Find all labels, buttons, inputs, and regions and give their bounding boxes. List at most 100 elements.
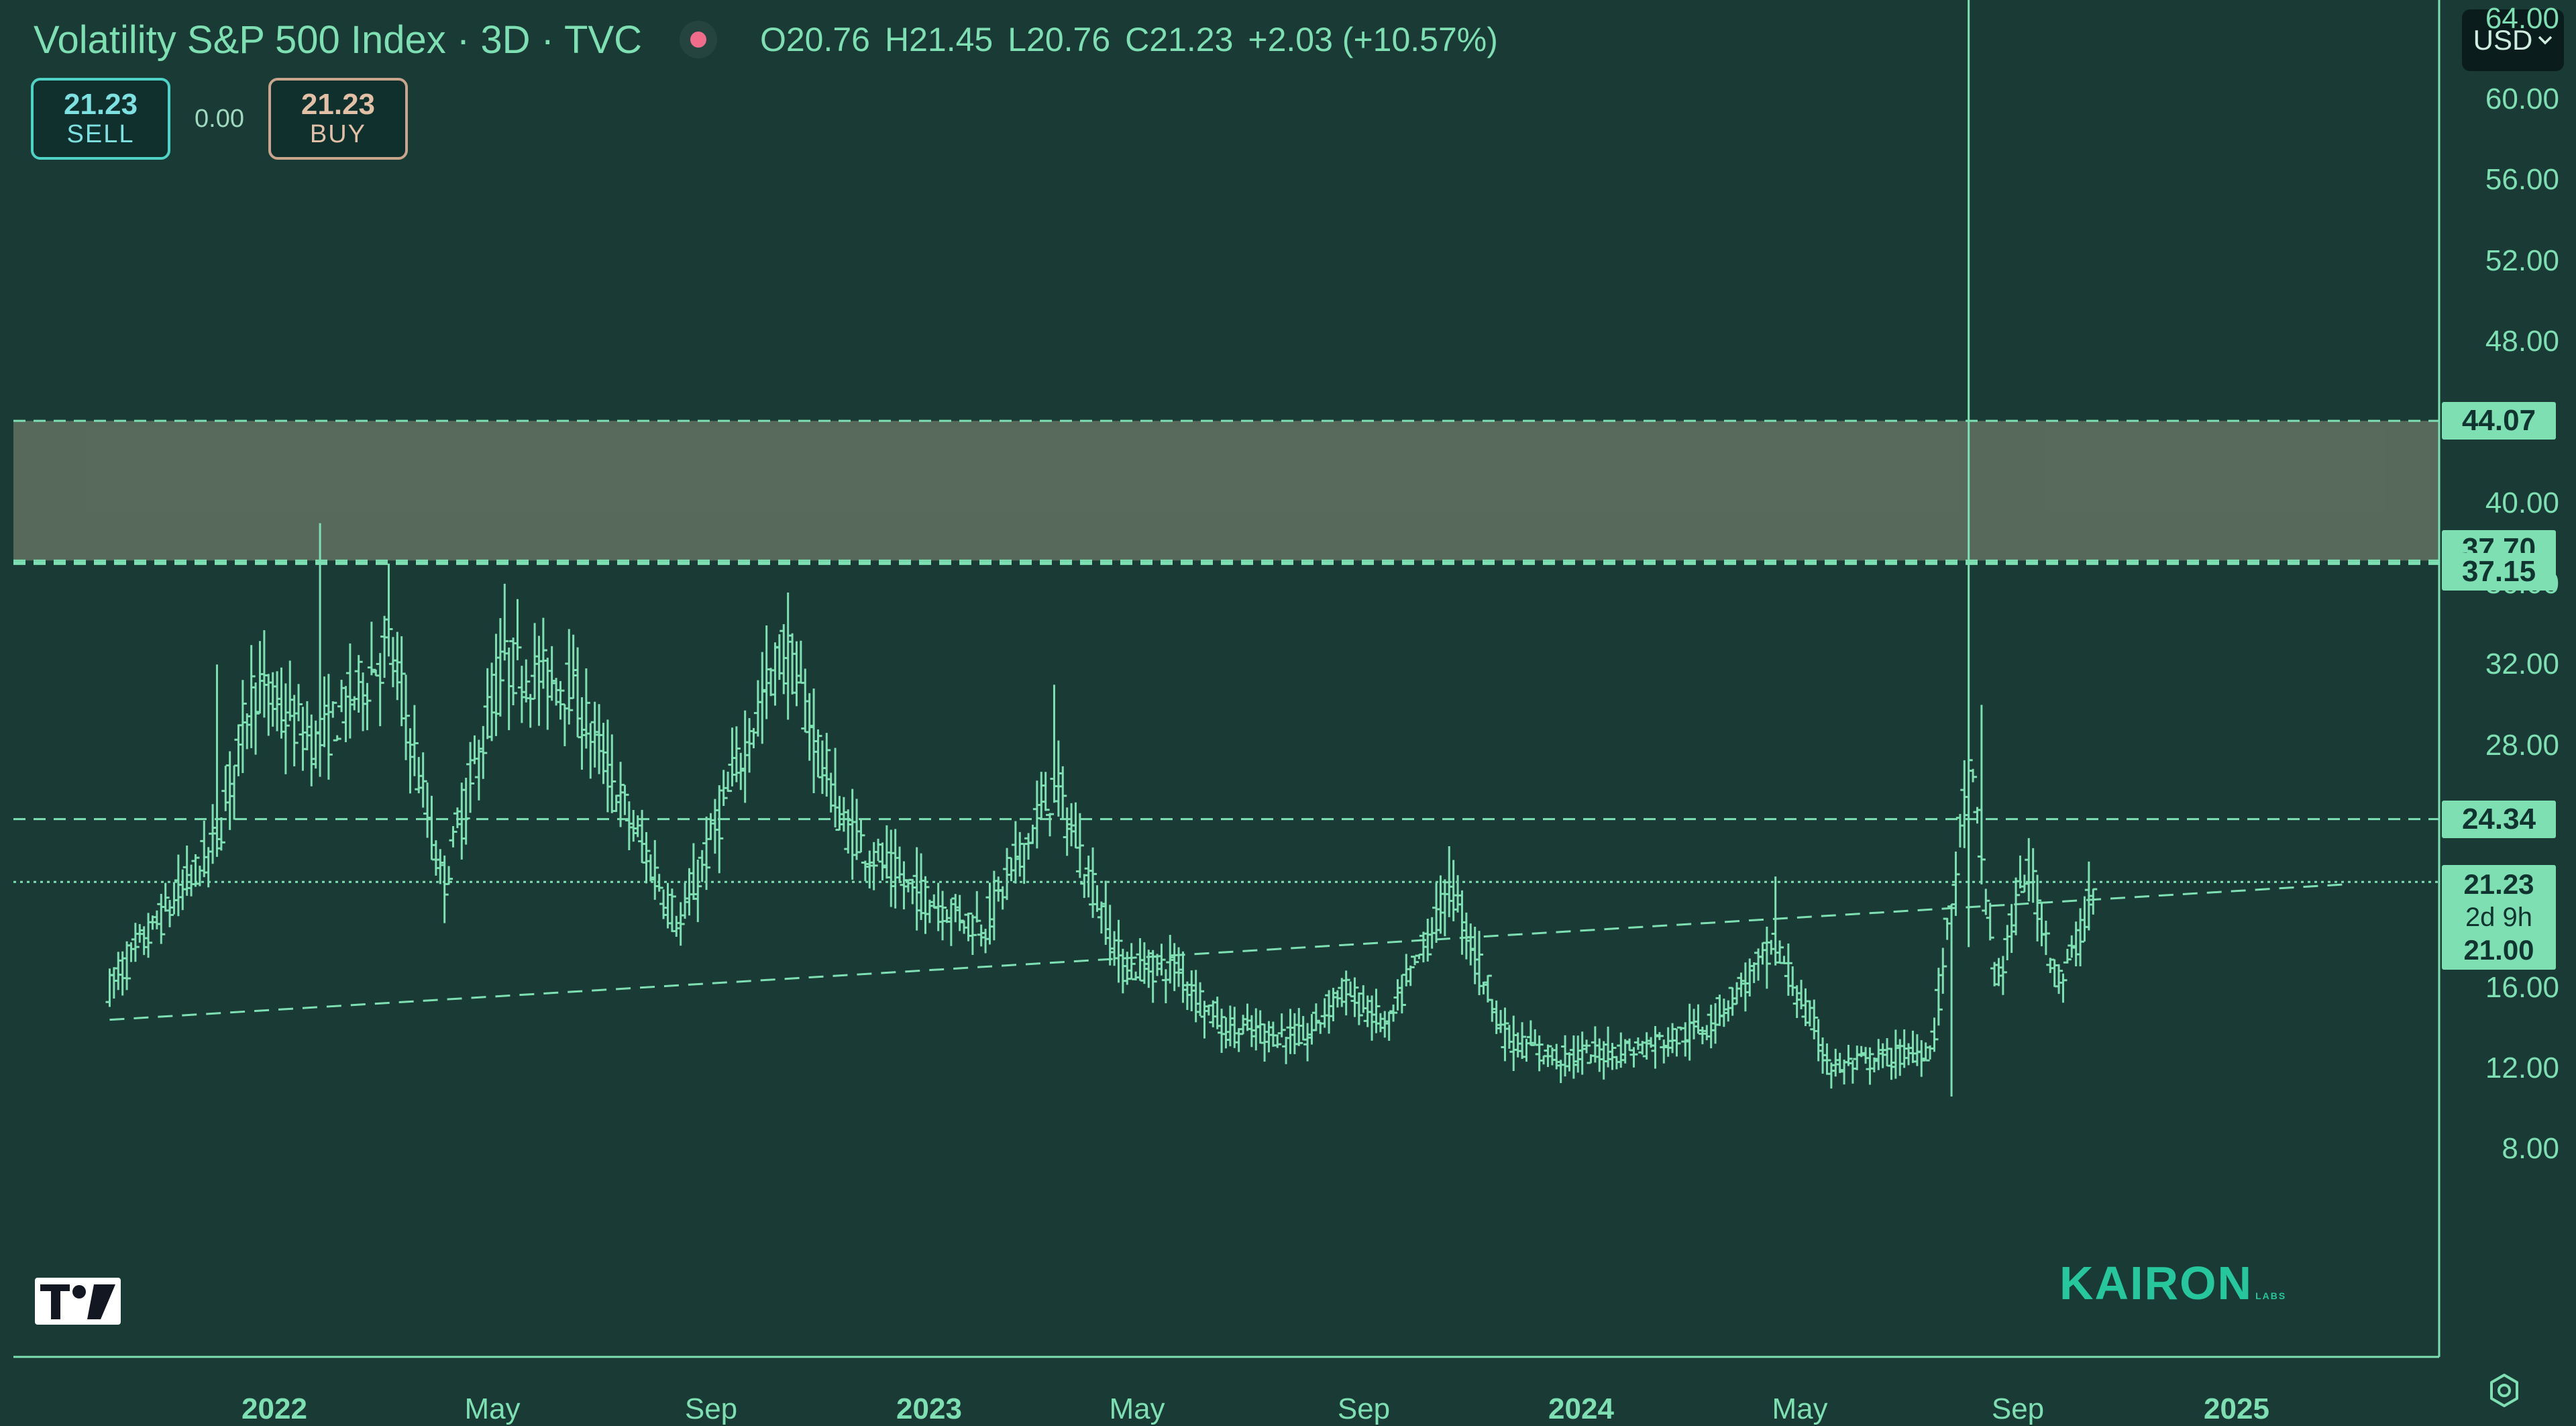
ohlc-bar: [1651, 1025, 1660, 1069]
ohlc-bar: [2055, 964, 2063, 995]
ohlc-bar: [1982, 888, 1990, 915]
ohlc-bar: [354, 655, 363, 713]
trend-line[interactable]: [109, 883, 2343, 1021]
ohlc-bar: [1136, 938, 1144, 981]
ohlc-bar: [397, 636, 406, 727]
sell-button[interactable]: 21.23 SELL: [31, 78, 170, 160]
ohlc-bar: [1218, 1009, 1226, 1053]
ohlc-bar: [964, 912, 973, 941]
price-tick-label: 32.00: [2485, 648, 2559, 681]
ohlc-bar: [1187, 970, 1196, 1011]
ohlc-bar: [166, 900, 174, 927]
ohlc-bar: [1428, 917, 1436, 949]
ohlc-bar: [801, 668, 810, 733]
ohlc-bar: [1093, 885, 1102, 912]
time-tick-label: Sep: [1991, 1392, 2045, 1425]
tradingview-logo-icon: [35, 1278, 121, 1325]
ohlc-bar: [256, 641, 264, 714]
settings-gear-button[interactable]: [2486, 1372, 2522, 1409]
ohlc-bar: [1544, 1044, 1552, 1068]
ohlc-bar: [651, 839, 659, 900]
resistance-tag[interactable]: 24.34: [2442, 800, 2556, 838]
ohlc-bar: [234, 724, 243, 776]
ohlc-bar: [1054, 740, 1063, 817]
ohlc-bar: [445, 866, 453, 885]
ohlc-bar: [706, 813, 715, 840]
ohlc-bar: [1762, 926, 1771, 989]
ohlc-bar: [320, 676, 329, 748]
ohlc-bar: [745, 718, 754, 773]
ohlc-bar: [1969, 768, 1978, 782]
ohlc-bar: [753, 680, 762, 737]
ohlc-bar: [281, 683, 290, 774]
ohlc-bar: [1359, 985, 1368, 1013]
ohlc-bar: [157, 893, 166, 944]
ohlc-bar: [200, 820, 209, 878]
zone-bottom-tag[interactable]: 37.15: [2442, 553, 2556, 591]
ohlc-bar: [582, 668, 590, 749]
ohlc-bar: [921, 876, 930, 934]
ohlc-bar: [616, 762, 625, 827]
ohlc-bar: [1819, 1037, 1827, 1074]
ohlc-bar: [1393, 979, 1402, 1011]
ohlc-bar: [2016, 855, 2025, 888]
ohlc-bar: [1050, 684, 1059, 803]
ohlc-bar: [1436, 875, 1445, 934]
ohlc-bar: [1016, 831, 1024, 877]
ohlc-bar: [612, 795, 621, 813]
trade-panel: 21.23 SELL 0.00 21.23 BUY: [31, 78, 408, 160]
buy-button[interactable]: 21.23 BUY: [268, 78, 408, 160]
ohlc-bar: [1007, 856, 1016, 882]
ohlc-bar: [1676, 1026, 1685, 1031]
ohlc-bar: [1878, 1043, 1887, 1068]
ohlc-bar: [900, 861, 908, 910]
ohlc-bar: [286, 660, 294, 721]
ohlc-bar: [1741, 962, 1750, 1012]
ohlc-bar: [1311, 1003, 1320, 1031]
price-tick-label: 16.00: [2485, 970, 2559, 1004]
ohlc-bar: [1926, 1045, 1935, 1060]
ohlc-bar: [1454, 875, 1462, 913]
symbol-title[interactable]: Volatility S&P 500 Index · 3D · TVC: [34, 17, 642, 62]
ohlc-bar: [522, 659, 531, 703]
ohlc-bar: [195, 866, 204, 886]
ohlc-bar: [646, 854, 655, 882]
ohlc-bar: [144, 913, 153, 958]
ohlc-bar: [2007, 904, 2016, 954]
ohlc-bar: [1080, 874, 1089, 899]
ohlc-bar: [1561, 1035, 1570, 1077]
supply-zone[interactable]: [13, 421, 2439, 561]
ohlc-bar: [1114, 919, 1123, 983]
ohlc-bar: [621, 784, 629, 815]
tradingview-logo[interactable]: [35, 1278, 121, 1328]
ohlc-bar: [221, 766, 230, 811]
ohlc-bar: [1509, 1015, 1518, 1072]
ohlc-bar: [1831, 1048, 1840, 1077]
ohlc-bar: [513, 599, 522, 660]
spread-value: 0.00: [195, 104, 244, 133]
ohlc-bar: [376, 653, 384, 727]
ohlc-bar: [1805, 1000, 1814, 1027]
ohlc-bar: [1823, 1043, 1831, 1075]
ohlc-bar: [857, 819, 865, 854]
ohlc-bar: [552, 678, 561, 706]
ohlc-bar: [1776, 940, 1784, 964]
ohlc-bar: [496, 618, 504, 717]
currency-select[interactable]: USD: [2462, 9, 2564, 71]
ohlc-bar: [1470, 926, 1479, 984]
ohlc-bar: [608, 734, 616, 813]
ohlc-bar: [1376, 1013, 1385, 1033]
current-price-tag[interactable]: 21.23 2d 9h 21.00: [2442, 865, 2556, 970]
ohlc-bar: [1797, 980, 1806, 1010]
ohlc-bar: [1595, 1038, 1604, 1072]
ohlc-bar: [1123, 952, 1132, 985]
low-value: L20.76: [1008, 21, 1111, 58]
ohlc-bar: [1368, 995, 1377, 1041]
ohlc-bar: [1041, 772, 1050, 811]
ohlc-bar: [1960, 760, 1969, 848]
zone-top-tag[interactable]: 44.07: [2442, 402, 2556, 440]
ohlc-bar: [1780, 956, 1788, 964]
ohlc-bar: [1733, 982, 1741, 1005]
ohlc-bar: [1582, 1039, 1591, 1054]
